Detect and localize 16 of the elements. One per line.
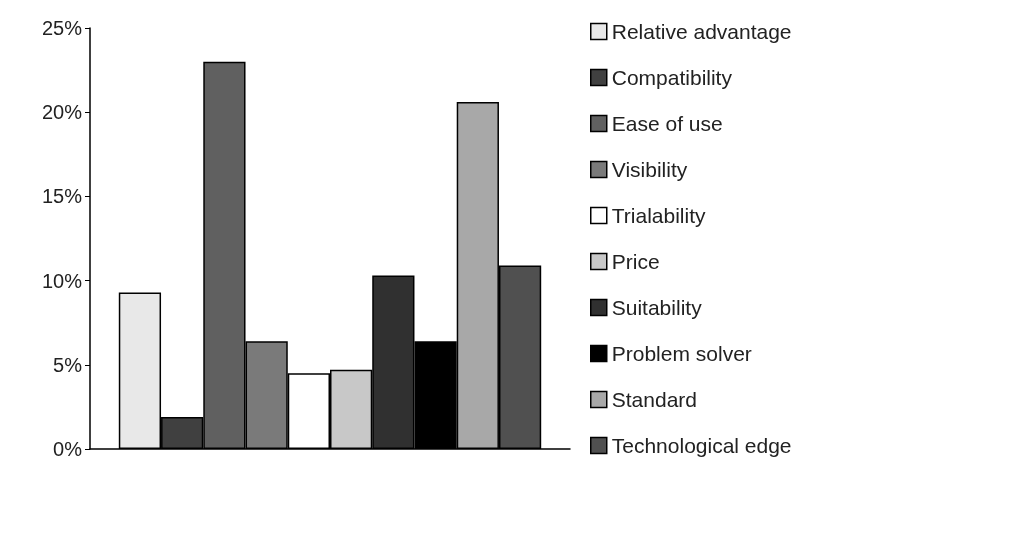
legend-label: Visibility: [611, 158, 688, 181]
legend-label: Trialability: [611, 204, 706, 227]
legend-label: Standard: [611, 388, 697, 411]
legend-label: Problem solver: [611, 342, 752, 365]
y-tick-label: 25%: [41, 17, 83, 39]
y-tick-label: 10%: [41, 269, 83, 292]
legend-label: Ease of use: [611, 112, 723, 135]
legend-label: Relative advantage: [611, 20, 792, 43]
legend-label: Technological edge: [611, 434, 792, 457]
y-tick-label: 20%: [41, 101, 83, 124]
legend-label: Compatibility: [611, 66, 733, 89]
y-tick-label: 15%: [41, 185, 83, 208]
legend-label: Price: [611, 250, 660, 273]
y-tick-label: 0%: [53, 438, 83, 460]
y-tick-label: 5%: [53, 353, 83, 376]
legend-label: Suitability: [611, 296, 703, 319]
